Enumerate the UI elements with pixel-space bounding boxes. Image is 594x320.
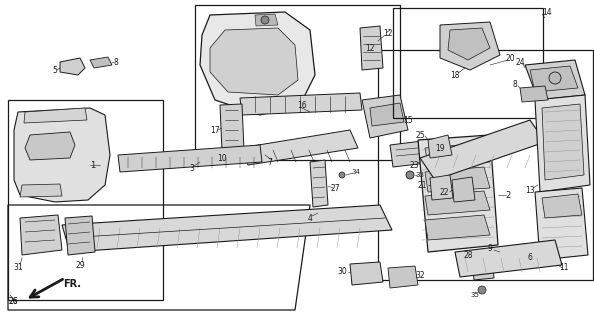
Text: 1: 1 (90, 161, 96, 170)
Text: 12: 12 (383, 28, 393, 37)
Text: 2: 2 (505, 190, 511, 199)
Circle shape (339, 172, 345, 178)
Circle shape (261, 16, 269, 24)
Polygon shape (255, 14, 278, 26)
Polygon shape (525, 60, 585, 100)
Polygon shape (530, 66, 578, 92)
Polygon shape (542, 104, 584, 180)
Polygon shape (425, 215, 490, 240)
Polygon shape (200, 12, 315, 115)
Polygon shape (542, 194, 582, 218)
Polygon shape (440, 22, 500, 70)
Polygon shape (20, 184, 62, 197)
Polygon shape (428, 135, 452, 158)
Text: 13: 13 (525, 186, 535, 195)
Polygon shape (420, 120, 545, 180)
Polygon shape (472, 258, 494, 280)
Text: 29: 29 (75, 260, 85, 269)
Circle shape (549, 72, 561, 84)
Polygon shape (118, 145, 262, 172)
Text: 16: 16 (297, 100, 307, 109)
Text: 30: 30 (337, 268, 347, 276)
Polygon shape (448, 28, 490, 60)
Polygon shape (535, 95, 590, 192)
Text: 28: 28 (463, 251, 473, 260)
Polygon shape (14, 108, 110, 202)
Text: 25: 25 (415, 131, 425, 140)
Text: 12: 12 (365, 44, 375, 52)
Text: 33: 33 (415, 172, 425, 178)
Text: 17: 17 (210, 125, 220, 134)
Polygon shape (60, 58, 85, 75)
Text: 27: 27 (330, 183, 340, 193)
Text: 11: 11 (559, 263, 568, 273)
Text: 32: 32 (415, 270, 425, 279)
Polygon shape (425, 167, 490, 192)
Text: 9: 9 (488, 244, 492, 252)
Polygon shape (62, 205, 392, 252)
Polygon shape (425, 191, 490, 215)
Text: 7: 7 (267, 157, 273, 166)
Text: 5: 5 (52, 66, 58, 75)
Text: 26: 26 (8, 298, 18, 307)
Text: 20: 20 (505, 53, 515, 62)
Bar (378, 50, 593, 280)
Polygon shape (452, 177, 475, 202)
Polygon shape (362, 95, 408, 138)
Circle shape (478, 286, 486, 294)
Polygon shape (455, 240, 562, 277)
Polygon shape (310, 160, 328, 207)
Text: FR.: FR. (63, 279, 81, 289)
Text: 21: 21 (417, 180, 426, 189)
Polygon shape (25, 132, 75, 160)
Text: 26: 26 (8, 298, 18, 307)
Circle shape (406, 171, 414, 179)
Polygon shape (370, 103, 404, 126)
Polygon shape (240, 130, 358, 165)
Polygon shape (425, 143, 490, 166)
Text: 4: 4 (308, 213, 312, 222)
Text: 31: 31 (13, 263, 23, 273)
Text: 34: 34 (352, 169, 361, 175)
Text: 10: 10 (217, 154, 227, 163)
Polygon shape (430, 175, 453, 200)
Text: 6: 6 (527, 253, 532, 262)
Text: 14: 14 (542, 7, 552, 17)
Polygon shape (360, 26, 383, 70)
Polygon shape (24, 108, 87, 123)
Text: 24: 24 (515, 58, 525, 67)
Polygon shape (418, 135, 498, 252)
Polygon shape (240, 93, 362, 115)
Polygon shape (210, 28, 298, 95)
Polygon shape (90, 57, 112, 68)
Text: 3: 3 (189, 164, 194, 172)
Text: 15: 15 (403, 116, 413, 124)
Polygon shape (535, 188, 588, 260)
Text: 23: 23 (409, 161, 419, 170)
Text: 22: 22 (439, 188, 448, 196)
Polygon shape (388, 266, 418, 288)
Text: 18: 18 (450, 70, 460, 79)
Polygon shape (20, 215, 62, 255)
Text: 8: 8 (513, 79, 517, 89)
Polygon shape (65, 216, 95, 255)
Polygon shape (520, 86, 548, 102)
Polygon shape (350, 262, 383, 285)
Bar (195, 5, 400, 160)
Text: 35: 35 (470, 292, 479, 298)
Polygon shape (390, 140, 435, 167)
Text: 8: 8 (113, 58, 118, 67)
Text: 19: 19 (435, 143, 445, 153)
Bar (8, 100, 163, 300)
Bar (393, 8, 543, 118)
Polygon shape (220, 104, 244, 152)
